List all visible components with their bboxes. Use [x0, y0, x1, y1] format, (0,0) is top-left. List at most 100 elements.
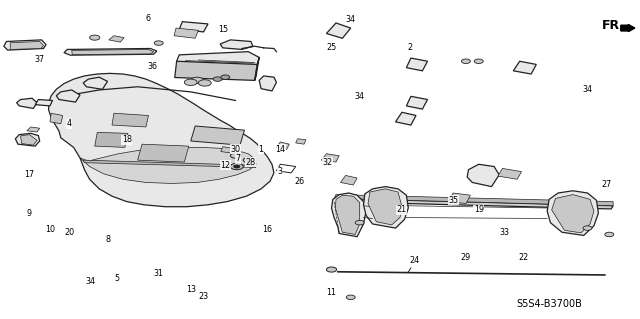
Polygon shape	[221, 147, 234, 153]
Polygon shape	[4, 40, 46, 50]
Text: 4: 4	[67, 119, 72, 128]
Polygon shape	[109, 36, 124, 42]
Text: 22: 22	[518, 253, 529, 262]
Polygon shape	[83, 77, 108, 89]
Polygon shape	[80, 147, 256, 183]
Polygon shape	[467, 164, 499, 187]
Polygon shape	[334, 198, 613, 209]
Circle shape	[326, 267, 337, 272]
Circle shape	[221, 75, 230, 79]
Text: 11: 11	[326, 288, 337, 297]
Text: 33: 33	[499, 228, 509, 237]
Polygon shape	[191, 126, 244, 145]
Text: 13: 13	[186, 285, 196, 294]
Polygon shape	[396, 112, 416, 125]
Circle shape	[243, 158, 253, 163]
Circle shape	[198, 80, 211, 86]
Polygon shape	[17, 98, 37, 108]
Text: 14: 14	[275, 145, 285, 154]
Polygon shape	[552, 195, 594, 233]
Text: 21: 21	[397, 205, 407, 214]
Text: 20: 20	[64, 228, 74, 237]
Polygon shape	[364, 187, 408, 228]
Polygon shape	[56, 90, 80, 102]
Polygon shape	[259, 76, 276, 91]
Text: 34: 34	[582, 85, 593, 94]
Polygon shape	[64, 48, 157, 55]
Text: 2: 2	[407, 43, 412, 52]
Text: 27: 27	[602, 180, 612, 189]
Polygon shape	[20, 135, 37, 145]
Polygon shape	[175, 61, 257, 80]
Text: 15: 15	[218, 25, 228, 34]
Circle shape	[461, 59, 470, 63]
FancyArrow shape	[621, 25, 635, 32]
Text: 26: 26	[294, 177, 305, 186]
Polygon shape	[547, 191, 598, 235]
Text: 34: 34	[86, 277, 96, 286]
Circle shape	[230, 163, 243, 170]
Polygon shape	[112, 113, 148, 127]
Text: 9: 9	[27, 209, 32, 218]
Text: FR.: FR.	[602, 19, 625, 32]
Circle shape	[191, 77, 204, 84]
Text: 7: 7	[236, 154, 241, 163]
Text: 6: 6	[146, 14, 151, 23]
Text: 37: 37	[35, 56, 45, 64]
Text: 29: 29	[461, 253, 471, 262]
Text: 35: 35	[448, 196, 458, 205]
Text: 32: 32	[323, 158, 333, 167]
Text: 1: 1	[259, 145, 264, 154]
Polygon shape	[255, 57, 259, 80]
Polygon shape	[321, 154, 339, 162]
Circle shape	[230, 153, 241, 158]
Circle shape	[605, 232, 614, 237]
Text: 18: 18	[122, 135, 132, 144]
Text: 19: 19	[474, 205, 484, 214]
Text: 3: 3	[278, 167, 283, 176]
Polygon shape	[334, 195, 613, 206]
Polygon shape	[27, 127, 40, 132]
Text: 24: 24	[410, 256, 420, 265]
Polygon shape	[49, 73, 274, 207]
Circle shape	[154, 41, 163, 45]
Text: 5: 5	[114, 274, 119, 283]
Text: 12: 12	[220, 161, 230, 170]
Circle shape	[213, 77, 222, 81]
Polygon shape	[335, 195, 360, 234]
Polygon shape	[95, 132, 128, 147]
Text: 30: 30	[230, 145, 241, 154]
Polygon shape	[406, 96, 428, 109]
Polygon shape	[513, 61, 536, 74]
Text: 34: 34	[355, 92, 365, 101]
Polygon shape	[368, 189, 402, 225]
Text: 16: 16	[262, 225, 273, 234]
Polygon shape	[179, 22, 208, 32]
Text: 36: 36	[147, 62, 157, 71]
Polygon shape	[276, 142, 289, 149]
Polygon shape	[296, 139, 306, 144]
Circle shape	[346, 295, 355, 300]
Polygon shape	[220, 40, 253, 49]
Polygon shape	[326, 23, 351, 38]
Polygon shape	[340, 175, 357, 185]
Polygon shape	[138, 144, 189, 162]
Polygon shape	[50, 113, 63, 124]
Text: 23: 23	[198, 292, 209, 300]
Circle shape	[90, 35, 100, 40]
Polygon shape	[177, 52, 259, 68]
Text: 34: 34	[346, 15, 356, 24]
Circle shape	[234, 165, 240, 168]
Text: 28: 28	[246, 158, 256, 167]
Text: S5S4-B3700B: S5S4-B3700B	[516, 299, 582, 309]
Polygon shape	[406, 58, 428, 71]
Polygon shape	[83, 160, 256, 167]
Polygon shape	[35, 100, 52, 106]
Text: 8: 8	[105, 235, 110, 244]
Polygon shape	[448, 193, 470, 204]
Circle shape	[355, 220, 364, 225]
Polygon shape	[72, 49, 154, 55]
Text: 17: 17	[24, 170, 34, 179]
Circle shape	[583, 226, 592, 230]
Polygon shape	[332, 193, 366, 237]
